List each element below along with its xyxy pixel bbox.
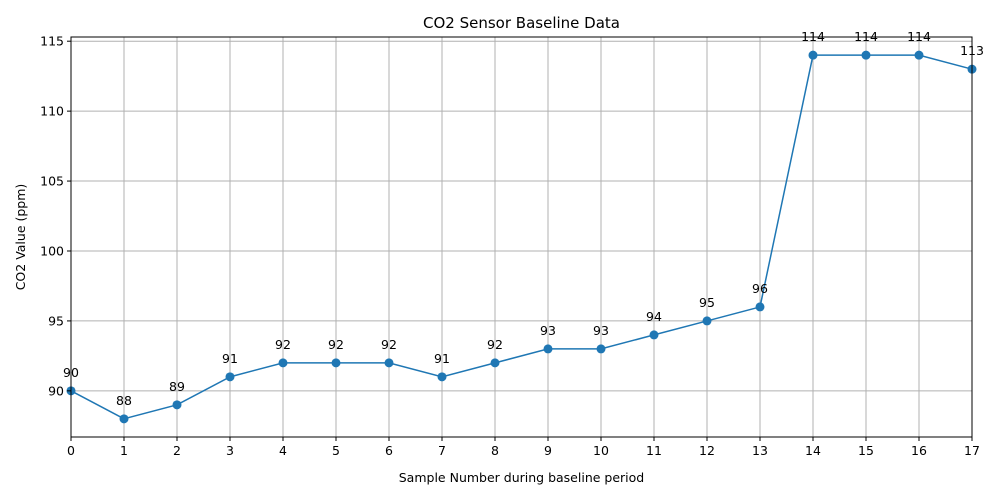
- y-tick-label: 105: [40, 174, 64, 189]
- grid: [70, 37, 973, 437]
- data-point: [119, 414, 129, 424]
- x-tick-label: 3: [226, 443, 234, 458]
- data-point: [225, 372, 235, 382]
- chart-title: CO2 Sensor Baseline Data: [423, 14, 620, 32]
- x-tick-label: 5: [332, 443, 340, 458]
- data-point: [172, 400, 182, 410]
- plot-frame: [70, 36, 973, 438]
- y-tick-label: 110: [40, 104, 64, 119]
- data-label: 92: [328, 337, 344, 352]
- data-point: [755, 302, 765, 312]
- x-tick-label: 16: [911, 443, 927, 458]
- y-axis-title: CO2 Value (ppm): [13, 184, 28, 291]
- data-label: 92: [275, 337, 291, 352]
- data-label: 95: [699, 295, 715, 310]
- data-point: [914, 50, 924, 60]
- data-point: [702, 316, 712, 326]
- x-tick-label: 8: [491, 443, 499, 458]
- data-label: 89: [169, 379, 185, 394]
- x-tick-label: 14: [805, 443, 821, 458]
- data-point: [861, 50, 871, 60]
- data-label: 96: [752, 281, 768, 296]
- data-point: [278, 358, 288, 368]
- x-tick-label: 6: [385, 443, 393, 458]
- x-tick-label: 9: [544, 443, 552, 458]
- y-tick-label: 95: [48, 313, 64, 328]
- axes-ticks: 0 1 2 3 4 5 6 7 8 9 10 11 12 13 14 15 16 1790951001051101…: [40, 34, 980, 458]
- data-point: [808, 50, 818, 60]
- data-label: 92: [487, 337, 503, 352]
- data-label: 91: [434, 351, 450, 366]
- data-label: 93: [540, 323, 556, 338]
- x-tick-label: 15: [858, 443, 874, 458]
- data-label: 92: [381, 337, 397, 352]
- x-tick-label: 0: [67, 443, 75, 458]
- x-tick-label: 4: [279, 443, 287, 458]
- data-point: [649, 330, 659, 340]
- x-tick-label: 13: [752, 443, 768, 458]
- x-tick-label: 10: [593, 443, 609, 458]
- y-tick-label: 90: [48, 383, 64, 398]
- data-label: 94: [646, 309, 662, 324]
- data-point: [490, 358, 500, 368]
- data-label: 93: [593, 323, 609, 338]
- data-point: [596, 344, 606, 354]
- series-line: [70, 54, 973, 420]
- x-tick-label: 1: [120, 443, 128, 458]
- x-tick-label: 7: [438, 443, 446, 458]
- data-point: [331, 358, 341, 368]
- x-tick-label: 11: [646, 443, 662, 458]
- series-layer: [66, 50, 977, 424]
- data-point: [437, 372, 447, 382]
- data-point: [384, 358, 394, 368]
- data-label: 88: [116, 393, 132, 408]
- x-tick-label: 2: [173, 443, 181, 458]
- data-label: 91: [222, 351, 238, 366]
- x-axis-title: Sample Number during baseline period: [399, 470, 644, 485]
- data-point: [543, 344, 553, 354]
- y-tick-label: 115: [40, 34, 64, 49]
- x-tick-label: 12: [699, 443, 715, 458]
- y-tick-label: 100: [40, 243, 64, 258]
- x-tick-label: 17: [964, 443, 980, 458]
